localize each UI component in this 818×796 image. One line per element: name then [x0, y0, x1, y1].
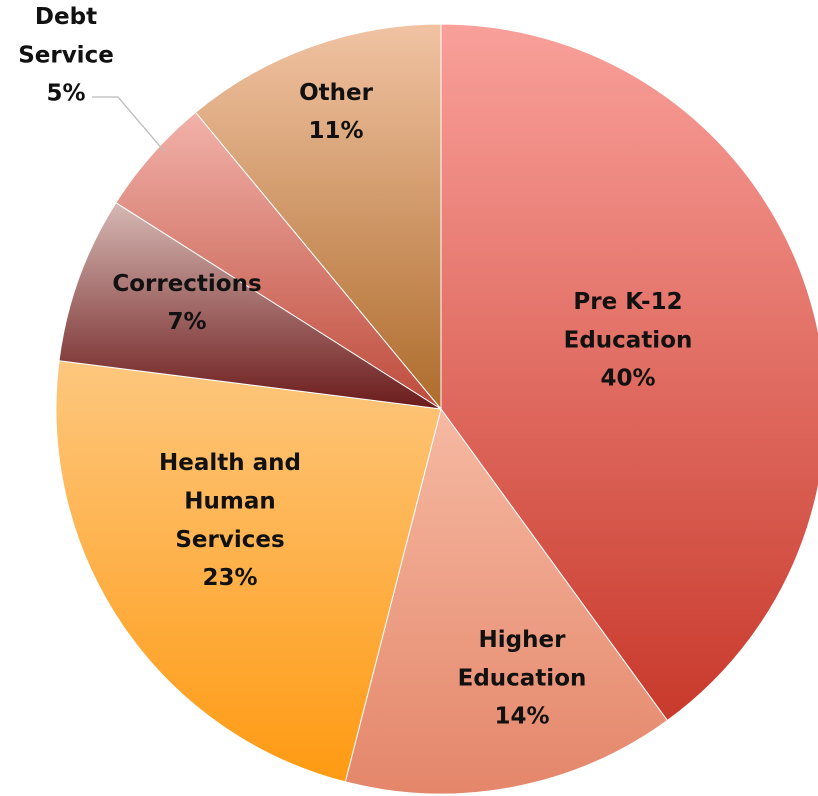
label-line: Debt: [35, 4, 97, 30]
value-label: 5%: [46, 81, 85, 107]
label-line: Corrections: [112, 271, 261, 297]
value-label: 11%: [308, 118, 363, 144]
label-line: Higher: [479, 627, 567, 653]
value-label: 14%: [494, 704, 549, 730]
value-label: 23%: [202, 565, 257, 591]
label-line: Education: [564, 327, 693, 353]
label-line: Health and: [159, 450, 301, 476]
pie-slice: [58, 202, 442, 410]
pie-slice: [194, 23, 442, 411]
slice-label: Debt Service: [18, 4, 114, 69]
value-label: 40%: [600, 366, 655, 392]
label-line: Human: [184, 488, 275, 514]
slice-label: Corrections: [112, 271, 261, 297]
slice-label: Higher Education: [458, 627, 587, 692]
leader-line: [92, 96, 165, 152]
label-line: Education: [458, 665, 587, 691]
label-line: Services: [175, 527, 284, 553]
pie-slice: [344, 407, 668, 795]
slice-label: Other: [299, 80, 374, 106]
slice-label: Health and Human Services: [159, 450, 301, 553]
label-line: Other: [299, 80, 374, 106]
slice-label: Pre K-12 Education: [564, 289, 693, 354]
pie-slice: [440, 23, 818, 722]
pie-slice: [55, 360, 442, 783]
label-line: Pre K-12: [573, 289, 682, 315]
value-label: 7%: [167, 309, 206, 335]
label-line: Service: [18, 42, 114, 68]
